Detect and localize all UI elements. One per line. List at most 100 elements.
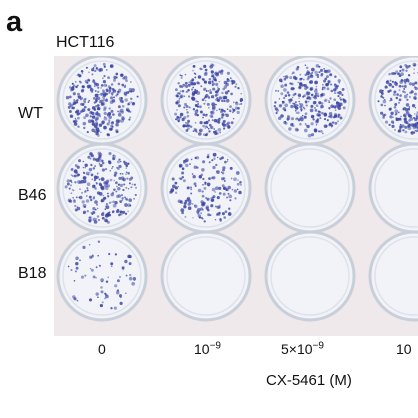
colony-dot: [125, 186, 128, 189]
colony-dot: [280, 92, 284, 96]
colony-dot: [226, 108, 229, 110]
colony-dot: [305, 91, 310, 96]
colony-dot: [414, 129, 416, 132]
colony-dot: [133, 279, 136, 281]
colony-dot: [68, 187, 71, 190]
colony-dot: [115, 210, 120, 214]
colony-dot: [92, 217, 97, 222]
colony-dot: [315, 74, 317, 76]
colony-dot: [321, 111, 324, 115]
colony-dot: [101, 168, 105, 172]
colony-dot: [85, 66, 88, 69]
colony-dot: [233, 189, 238, 193]
colony-dot: [181, 171, 185, 175]
colony-dot: [70, 174, 73, 176]
colony-dot: [110, 121, 114, 125]
colony-dot: [207, 153, 210, 157]
colony-dot: [392, 92, 396, 97]
colony-dot: [105, 205, 110, 210]
colony-dot: [180, 208, 185, 213]
colony-dot: [404, 82, 407, 85]
colony-dot: [343, 99, 347, 104]
colony-dot: [179, 112, 184, 117]
colony-dot: [174, 181, 178, 185]
colony-dot: [202, 113, 206, 117]
colony-dot: [174, 191, 178, 194]
colony-dot: [234, 85, 237, 89]
colony-dot: [95, 99, 98, 103]
colony-dot: [384, 120, 389, 124]
plate-well: [368, 230, 418, 322]
colony-dot: [199, 128, 203, 133]
colony-dot: [79, 259, 81, 262]
colony-dot: [297, 81, 299, 84]
colony-dot: [228, 194, 233, 199]
colony-dot: [84, 166, 87, 169]
colony-dot: [183, 106, 186, 109]
x-axis-label: CX-5461 (M): [266, 372, 352, 389]
plate-well: [264, 142, 356, 234]
colony-dot: [214, 132, 218, 136]
colony-dot: [320, 72, 324, 76]
colony-dot: [298, 100, 300, 103]
colony-dot: [318, 101, 322, 105]
colony-dot: [183, 159, 186, 162]
colony-dot: [275, 89, 277, 92]
colony-dot: [98, 163, 101, 165]
colony-dot: [117, 183, 121, 186]
colony-dot: [300, 109, 303, 112]
colony-dot: [395, 96, 398, 100]
colony-dot: [318, 114, 321, 117]
colony-dot: [290, 117, 295, 121]
colony-dot: [323, 113, 328, 117]
colony-dot: [197, 100, 199, 103]
colony-dot: [92, 197, 96, 200]
colony-dot: [194, 184, 197, 188]
colony-dot: [413, 68, 415, 71]
colony-dot: [87, 155, 91, 159]
concentration-5e-9-exponent: −9: [312, 340, 324, 352]
colony-dot: [193, 127, 197, 132]
colony-dot: [210, 125, 214, 130]
colony-dot: [90, 212, 93, 214]
plate-well-rim: [270, 236, 350, 316]
colony-dot: [203, 64, 207, 68]
concentration-label-partial: 10: [396, 342, 412, 356]
colony-dot: [226, 158, 229, 161]
colony-dot: [223, 85, 227, 89]
colony-dot: [92, 275, 96, 279]
colony-dot: [321, 132, 324, 135]
colony-dot: [119, 172, 122, 175]
colony-dot: [118, 158, 121, 161]
colony-dot: [174, 101, 179, 105]
colony-dot: [218, 192, 222, 195]
colony-dot: [225, 98, 230, 103]
colony-dot: [327, 82, 330, 85]
colony-dot: [199, 110, 203, 114]
colony-dot: [333, 98, 337, 102]
colony-dot: [121, 104, 125, 108]
colony-dot: [175, 94, 179, 98]
colony-dot: [92, 206, 96, 211]
colony-dot: [184, 73, 187, 76]
colony-dot: [294, 109, 297, 112]
colony-dot: [221, 212, 225, 216]
colony-dot: [221, 184, 225, 188]
colony-dot: [380, 91, 384, 95]
colony-dot: [333, 113, 338, 117]
colony-dot: [197, 208, 201, 212]
colony-dot: [190, 188, 193, 191]
colony-dot: [211, 95, 215, 99]
colony-dot: [106, 220, 110, 224]
colony-dot: [292, 93, 296, 97]
colony-dot: [206, 132, 209, 135]
colony-dot: [126, 177, 129, 180]
colony-dot: [215, 93, 219, 96]
colony-dot: [326, 75, 329, 79]
colony-dot: [342, 106, 346, 110]
colony-dot: [107, 195, 110, 198]
colony-dot: [114, 284, 118, 288]
colony-dot: [128, 198, 132, 202]
colony-dot: [203, 89, 205, 91]
colony-dot: [176, 108, 178, 111]
